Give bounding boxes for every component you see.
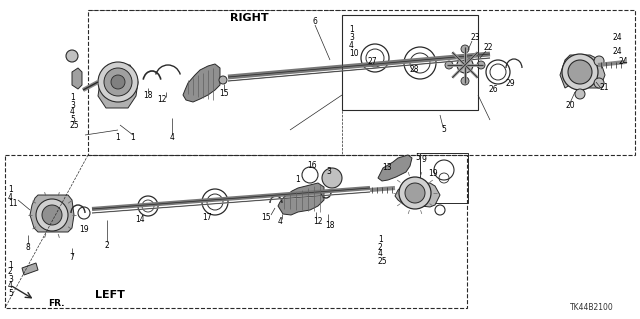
Text: 4: 4 [8, 281, 13, 291]
Text: 4: 4 [8, 192, 13, 202]
Circle shape [405, 183, 425, 203]
Text: 27: 27 [367, 57, 376, 66]
Circle shape [104, 68, 132, 96]
Text: 15: 15 [219, 90, 229, 99]
Text: 6: 6 [312, 18, 317, 26]
Text: 16: 16 [307, 161, 317, 170]
Text: RIGHT: RIGHT [230, 13, 269, 23]
Circle shape [219, 76, 227, 84]
Text: 3: 3 [326, 167, 332, 176]
Circle shape [575, 89, 585, 99]
Text: 2: 2 [104, 241, 109, 249]
Text: 1: 1 [131, 133, 136, 143]
Text: 11: 11 [8, 199, 17, 209]
Polygon shape [378, 155, 412, 181]
Text: 9: 9 [422, 154, 427, 164]
Polygon shape [183, 64, 220, 102]
Polygon shape [395, 183, 440, 207]
Circle shape [42, 205, 62, 225]
Circle shape [457, 57, 473, 73]
Polygon shape [98, 65, 138, 108]
Text: 29: 29 [505, 78, 515, 87]
Text: 13: 13 [382, 164, 392, 173]
Circle shape [562, 54, 598, 90]
Circle shape [568, 60, 592, 84]
Text: 5: 5 [8, 288, 13, 298]
Text: 12: 12 [157, 95, 167, 105]
Text: 25: 25 [70, 122, 79, 130]
Polygon shape [72, 68, 82, 89]
Text: 28: 28 [410, 65, 419, 75]
Text: 1: 1 [8, 186, 13, 195]
Polygon shape [22, 263, 38, 275]
Circle shape [594, 78, 604, 88]
Text: 15: 15 [261, 213, 271, 222]
Circle shape [477, 61, 485, 69]
Text: 18: 18 [143, 92, 152, 100]
Text: 19: 19 [79, 226, 89, 234]
Text: 24: 24 [618, 57, 628, 66]
Polygon shape [30, 195, 74, 232]
Text: 12: 12 [313, 218, 323, 226]
Text: 21: 21 [599, 84, 609, 93]
Text: 4: 4 [349, 41, 354, 50]
Text: 4: 4 [378, 249, 383, 258]
Circle shape [399, 177, 431, 209]
Text: 3: 3 [70, 100, 75, 109]
Circle shape [36, 199, 68, 231]
Text: 2: 2 [8, 268, 13, 277]
Text: 7: 7 [70, 254, 74, 263]
Text: 20: 20 [565, 100, 575, 109]
Text: 19: 19 [428, 168, 438, 177]
Circle shape [594, 56, 604, 66]
Circle shape [461, 45, 469, 53]
Circle shape [445, 61, 453, 69]
Text: 1: 1 [116, 132, 120, 142]
Text: 3: 3 [8, 275, 13, 284]
Text: 10: 10 [349, 49, 358, 58]
Text: 22: 22 [483, 43, 493, 53]
Circle shape [322, 168, 342, 188]
Text: LEFT: LEFT [95, 290, 125, 300]
Text: 14: 14 [135, 216, 145, 225]
Text: 1: 1 [70, 93, 75, 102]
Text: 3: 3 [349, 33, 354, 42]
Text: 25: 25 [378, 256, 388, 265]
Text: 23: 23 [470, 33, 480, 42]
Text: 5: 5 [442, 125, 447, 135]
Text: FR.: FR. [48, 299, 65, 308]
Text: TK44B2100: TK44B2100 [570, 302, 614, 311]
Text: 4: 4 [170, 133, 175, 143]
Text: 5: 5 [415, 152, 420, 161]
Text: 1: 1 [8, 261, 13, 270]
Circle shape [98, 62, 138, 102]
Text: 2: 2 [378, 242, 383, 251]
Text: 24: 24 [612, 48, 622, 56]
Text: 4: 4 [70, 108, 75, 116]
Text: 18: 18 [325, 220, 335, 229]
Text: 4: 4 [278, 218, 282, 226]
Circle shape [111, 75, 125, 89]
Circle shape [66, 50, 78, 62]
Text: 1: 1 [349, 26, 354, 34]
Polygon shape [560, 55, 605, 88]
Text: 1: 1 [378, 235, 383, 244]
Text: 17: 17 [202, 213, 212, 222]
Text: 26: 26 [488, 85, 498, 94]
Text: 8: 8 [26, 242, 30, 251]
Circle shape [461, 77, 469, 85]
Text: 5: 5 [70, 115, 75, 123]
Polygon shape [278, 183, 324, 215]
Text: 1: 1 [296, 175, 300, 184]
Text: 24: 24 [612, 33, 622, 42]
